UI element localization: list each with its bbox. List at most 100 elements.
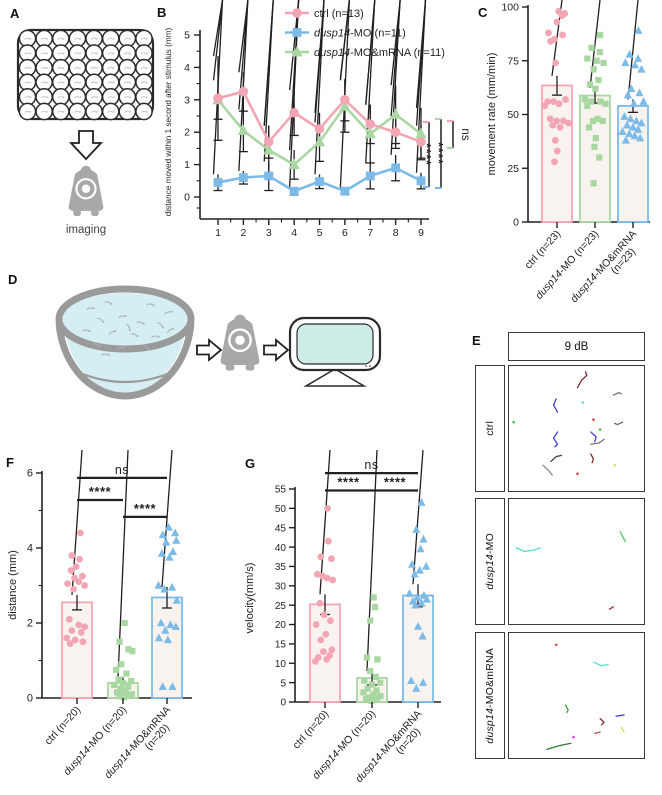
svg-text:4: 4: [27, 543, 33, 555]
fish-larva-icon: [125, 323, 131, 332]
svg-text:****: ****: [384, 475, 407, 490]
svg-text:8: 8: [393, 227, 399, 239]
fish-larva-icon: [101, 353, 110, 356]
stimulus-response-line-chart: 0 1 2 3 4 5 1 2 3 4 5 6 7 8 9 distance moved within 1 s…: [164, 0, 471, 239]
svg-text:4: 4: [184, 62, 190, 74]
bar: [402, 594, 434, 703]
bar-group-ctrl-n-20-: [61, 449, 93, 699]
fish-larva-icon: [136, 321, 145, 325]
right-arrow-icon: [196, 338, 223, 362]
movement-rate-bar-chart: 0 25 50 75 100 movement rate (mm/min) ctrl (n=…: [486, 0, 650, 305]
svg-text:35: 35: [275, 562, 287, 573]
sig-bracket-ctrl-vs-dusp14-MO: ****: [420, 120, 434, 189]
sig-****-1-2: ****: [123, 501, 167, 518]
svg-text:1: 1: [184, 159, 190, 171]
svg-text:0: 0: [27, 693, 33, 705]
panel-g-letter: G: [245, 456, 256, 471]
svg-text:2: 2: [184, 127, 190, 139]
track-row-label-2: dusp14-MO&mRNA: [475, 632, 505, 759]
svg-text:****: ****: [134, 501, 157, 516]
svg-text:50: 50: [275, 504, 287, 515]
svg-text:10: 10: [275, 659, 287, 670]
panel-c-plot: 0 25 50 75 100 movement rate (mm/min) ctrl (n=…: [486, 0, 650, 305]
down-arrow-icon: [68, 130, 104, 161]
svg-text:25: 25: [507, 163, 519, 175]
camera-icon: [220, 314, 260, 371]
right-arrow-icon: [263, 338, 290, 362]
bar: [61, 601, 93, 699]
svg-text:****: ****: [420, 143, 434, 166]
svg-text:9: 9: [418, 227, 424, 239]
fish-larva-icon: [96, 317, 105, 323]
sig-ns-0-2: ns: [77, 463, 167, 479]
svg-text:40: 40: [275, 543, 287, 554]
monitor-icon: [288, 316, 382, 387]
fish-larva-icon: [164, 310, 173, 315]
svg-text:50: 50: [507, 109, 519, 121]
sig-bracket-dusp14-MO&mRNA-vs-dusp14-MO: ****: [432, 117, 446, 190]
track-row-label-1: dusp14-MO: [475, 498, 505, 625]
bar-group-ctrl-n-23-: [541, 0, 573, 223]
fish-larva-icon: [82, 329, 91, 332]
svg-text:45: 45: [275, 523, 287, 534]
dish-recording-diagram: [55, 285, 382, 400]
bar: [579, 94, 611, 223]
camera-icon: [68, 165, 104, 216]
svg-text:ns: ns: [364, 458, 378, 472]
bar-group-dusp14-mo-mrna: [617, 0, 649, 223]
bar: [151, 596, 183, 699]
panel-b-letter: B: [157, 5, 167, 20]
svg-text:ctrl (n=13): ctrl (n=13): [314, 8, 364, 20]
fish-larva-icon: [104, 301, 113, 305]
svg-text:3: 3: [266, 227, 272, 239]
sig-ns-0-2: ns: [325, 458, 418, 475]
svg-text:dusp14-MO (n=11): dusp14-MO (n=11): [314, 27, 406, 39]
panel-c-y-axis-label: movement rate (mm/min): [486, 53, 498, 176]
panel-b: B 0 1 2 3 4 5 1 2 3 4 5 6 7 8 9 distance moved within 1…: [155, 0, 471, 250]
svg-text:6: 6: [27, 468, 33, 480]
fish-larva-icon: [108, 330, 117, 336]
svg-text:5: 5: [184, 30, 190, 42]
svg-text:0: 0: [513, 217, 519, 229]
bar-group-dusp14-mo-n-20-: [356, 449, 388, 704]
panel-g-y-axis-label: velocity(mm/s): [244, 563, 256, 634]
svg-text:****: ****: [89, 484, 112, 499]
fish-larva-icon: [92, 343, 101, 347]
bar-group-dusp14-mo-n-20-: [107, 449, 139, 701]
fish-larva-icon: [151, 335, 160, 338]
sig-****-0-1: ****: [77, 484, 123, 502]
svg-text:ctrl (n=20): ctrl (n=20): [290, 708, 331, 751]
panel-f-letter: F: [6, 455, 14, 470]
panel-f: F 0 2 4 6 distance (mm) ctrl (n=20) dusp14-MO …: [0, 449, 225, 795]
panel-c: C 0 25 50 75 100 movement rate (mm/min) ctrl (…: [465, 0, 662, 315]
svg-text:ns: ns: [115, 463, 129, 477]
well-plate-icon: [16, 28, 155, 121]
fish-larva-icon: [86, 307, 95, 311]
svg-text:ctrl (n=20): ctrl (n=20): [42, 704, 83, 747]
velocity-bar-chart: 0 5 10 15 20 25 30 35 40 45 50 55 velocity(mm/s) ctrl…: [244, 449, 441, 785]
series-dusp14-MO&mRNA: [212, 93, 427, 170]
series-ctrl: [213, 86, 426, 147]
bar-group-dusp14-mo-mrna: [151, 449, 183, 699]
panel-d-letter: D: [8, 272, 18, 287]
svg-text:30: 30: [275, 582, 287, 593]
svg-text:15: 15: [275, 640, 287, 651]
svg-text:5: 5: [280, 678, 286, 689]
panel-b-y-axis-label: distance moved within 1 second after sti…: [164, 28, 173, 217]
svg-text:1: 1: [215, 227, 221, 239]
svg-text:2: 2: [240, 227, 246, 239]
svg-text:75: 75: [507, 55, 519, 67]
fish-larva-icon: [116, 346, 125, 351]
svg-text:100: 100: [501, 2, 519, 14]
fish-larva-icon: [118, 315, 127, 319]
svg-text:4: 4: [291, 227, 297, 239]
track-box-ctrl: [508, 365, 645, 492]
fish-larva-icon: [146, 303, 155, 307]
track-row-label-0: ctrl: [475, 365, 505, 492]
well-plate-imaging-diagram: imaging: [16, 28, 155, 236]
svg-text:55: 55: [275, 485, 287, 496]
bar-group-dusp14-mo-mrna: [402, 449, 434, 703]
panel-e-letter: E: [472, 333, 481, 348]
